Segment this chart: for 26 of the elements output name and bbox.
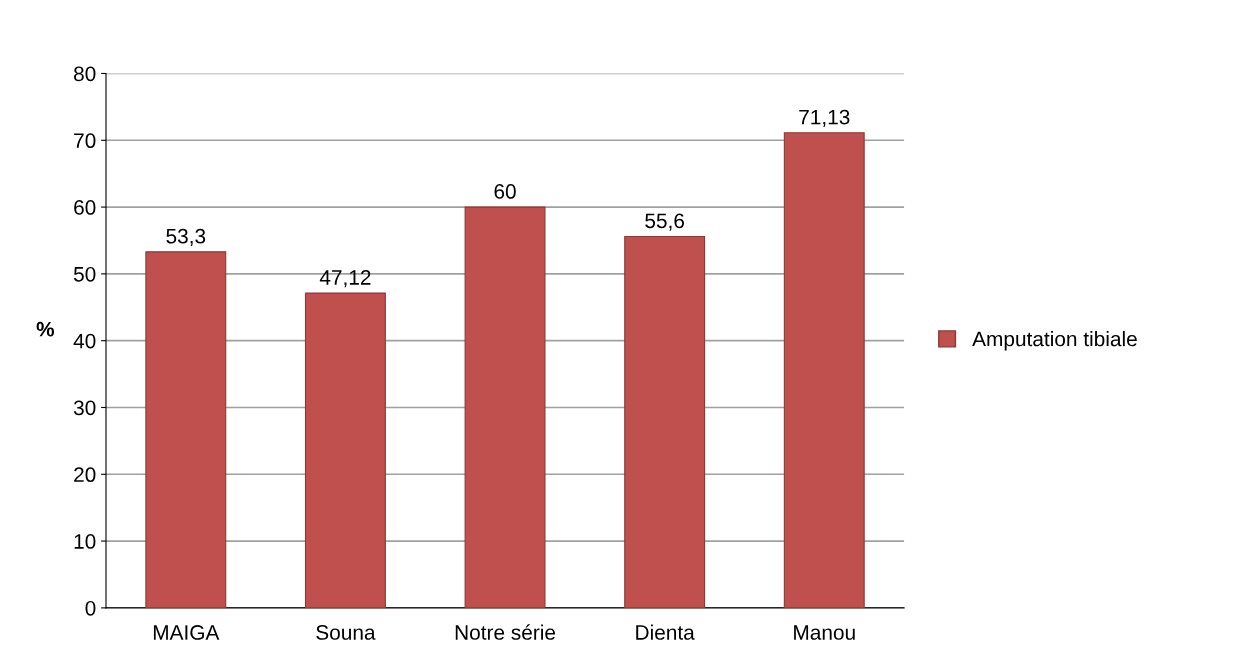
y-tick-label: 30 [73,400,96,416]
data-label: 53,3 [166,228,206,247]
y-tick-label: 0 [85,600,96,616]
y-tick-label: 60 [74,200,96,215]
x-tick-label: Dienta [636,624,695,640]
y-tick-label: 80 [74,66,96,82]
data-label: 71,13 [799,109,850,127]
x-tick-label: MAIGA [153,625,220,640]
bar [624,235,706,608]
bar [464,206,546,608]
data-label: 60 [494,184,516,199]
y-tick-label: 70 [74,133,96,149]
y-tick-label: 10 [74,534,96,549]
y-tick-label: 20 [74,467,96,483]
x-tick-label: Souna [316,625,376,640]
x-tick-label: Notre série [455,624,556,640]
data-label: 55,6 [645,213,685,231]
x-tick-label: Manou [794,625,855,640]
y-tick-label: 40 [73,333,96,349]
bar [145,251,227,608]
bar [304,292,386,608]
y-axis-title: % [36,321,55,337]
y-tick-label: 50 [73,266,96,282]
data-label: 47,12 [319,270,371,288]
legend-label: Amputation tibiale [972,331,1137,351]
bar [783,132,865,608]
